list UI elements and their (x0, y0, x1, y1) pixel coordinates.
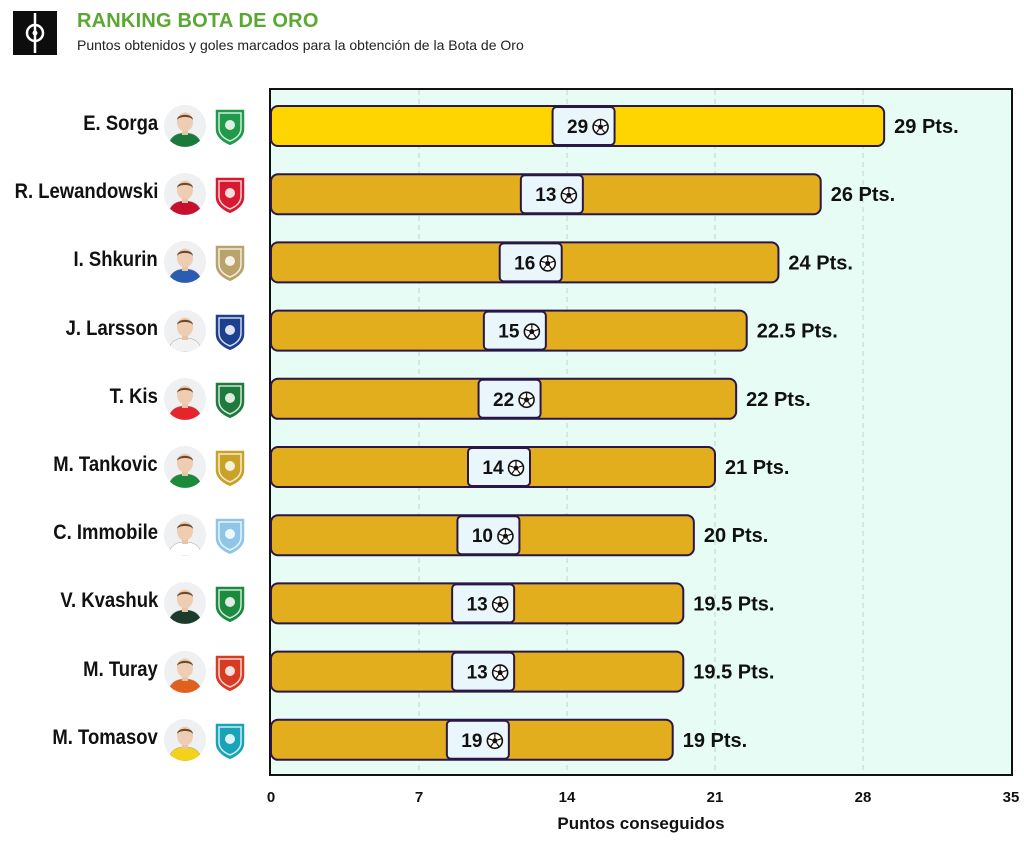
soccer-ball-icon (592, 118, 609, 136)
goal-box (456, 515, 521, 556)
points-label: 21 Pts. (725, 457, 789, 479)
player-name: I. Shkurin (73, 248, 158, 272)
goal-count-label: 16 (514, 253, 535, 274)
goal-count-label: 22 (493, 390, 514, 411)
points-label: 20 Pts. (704, 525, 768, 547)
player-avatar-icon (164, 309, 206, 352)
goal-box (477, 378, 542, 419)
player-name: C. Immobile (53, 521, 158, 545)
player-avatar-icon (164, 650, 206, 693)
x-tick-label: 21 (707, 789, 724, 806)
fk-zalgiris-green-crest-icon (210, 582, 250, 625)
player-avatar-icon (164, 514, 206, 557)
player-avatar-icon (164, 377, 206, 420)
zalgiris-crest-icon (210, 378, 250, 420)
player-name: T. Kis (109, 384, 158, 408)
goal-count-label: 29 (567, 117, 588, 138)
goal-count-label: 13 (467, 594, 488, 615)
goal-box (519, 174, 584, 215)
points-label: 19.5 Pts. (693, 593, 774, 615)
goal-box (451, 583, 516, 624)
x-tick-label: 35 (1003, 789, 1020, 806)
player-name: V. Kvashuk (60, 589, 158, 613)
soccer-ball-icon (523, 323, 541, 340)
goal-count-label: 15 (498, 322, 520, 343)
x-axis-title: Puntos conseguidos (557, 814, 725, 833)
soccer-ball-icon (497, 527, 514, 545)
player-name: E. Sorga (83, 112, 158, 135)
player-avatar-icon (164, 173, 206, 216)
goal-count-label: 19 (461, 731, 482, 752)
x-tick-label: 0 (267, 789, 275, 806)
x-tick-label: 28 (855, 789, 872, 806)
goal-box (467, 447, 531, 487)
player-avatar-icon (164, 718, 206, 761)
goal-count-label: 13 (467, 663, 488, 684)
fc-flora-crest-icon (210, 105, 250, 147)
points-label: 19 Pts. (683, 730, 747, 752)
hammarby-crest-icon (210, 446, 250, 488)
soccer-ball-icon (507, 459, 525, 477)
goal-count-label: 14 (482, 458, 504, 479)
points-label: 24 Pts. (788, 252, 852, 274)
soccer-ball-icon (491, 664, 509, 681)
x-tick-label: 7 (415, 789, 423, 806)
goal-count-label: 13 (535, 185, 556, 206)
player-name: J. Larsson (65, 316, 158, 340)
fc-astana-crest-icon (210, 719, 250, 761)
lazio-eagle-crest-icon (210, 514, 250, 557)
djurgarden-crest-icon (210, 651, 250, 693)
goal-box (445, 719, 510, 760)
goal-count-label: 10 (472, 526, 493, 547)
soccer-ball-icon (518, 391, 535, 409)
goal-box (482, 310, 547, 351)
points-label: 19.5 Pts. (693, 662, 774, 684)
player-avatar-icon (164, 446, 206, 488)
player-avatar-icon (164, 582, 206, 625)
player-name: M. Tomasov (52, 725, 158, 749)
points-label: 22 Pts. (746, 389, 810, 411)
chart-title: RANKING BOTA DE ORO (77, 10, 319, 32)
points-label: 22.5 Pts. (757, 321, 838, 343)
player-name: R. Lewandowski (14, 180, 158, 204)
points-label: 26 Pts. (831, 184, 895, 206)
goal-box (498, 242, 563, 283)
player-name: M. Turay (83, 657, 158, 681)
chart-subtitle: Puntos obtenidos y goles marcados para l… (77, 37, 524, 53)
soccer-ball-icon (486, 732, 504, 750)
goal-box (551, 106, 616, 146)
dinamo-brest-crest-icon (210, 241, 250, 284)
x-tick-label: 14 (559, 789, 576, 806)
football-pitch-logo-icon (13, 11, 57, 55)
soccer-ball-icon (560, 186, 578, 204)
points-label: 29 Pts. (894, 116, 958, 138)
fc-bayern-munchen-crest-icon (210, 173, 250, 216)
soccer-ball-icon (539, 255, 557, 272)
soccer-ball-icon (491, 596, 509, 613)
goal-box (451, 651, 516, 692)
player-name: M. Tankovic (53, 453, 158, 476)
ifk-norrkoping-crest-icon (210, 310, 250, 352)
player-avatar-icon (164, 105, 206, 147)
